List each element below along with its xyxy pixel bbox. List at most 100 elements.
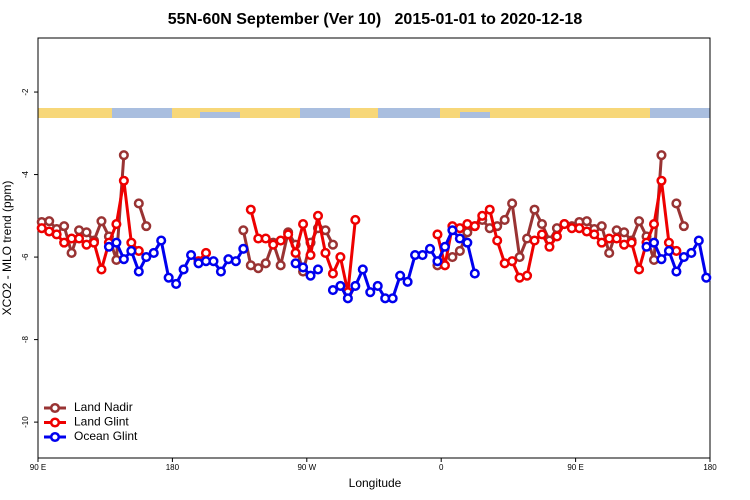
y-tick-label: -4 [21, 170, 30, 178]
y-tick-label: -8 [21, 335, 30, 343]
data-point [462, 237, 473, 248]
data-point [596, 237, 607, 248]
data-point [671, 198, 682, 209]
data-point [290, 258, 301, 269]
data-point [171, 278, 182, 289]
data-point [96, 264, 107, 275]
data-point [492, 235, 503, 246]
data-point [514, 252, 525, 263]
data-point [507, 198, 518, 209]
map-strip [38, 108, 710, 118]
data-point [283, 229, 294, 240]
data-point [59, 237, 70, 248]
data-point [454, 245, 465, 256]
data-point [268, 239, 279, 250]
data-point [133, 198, 144, 209]
data-point [163, 272, 174, 283]
x-axis-label: Longitude [349, 476, 402, 490]
data-point [260, 258, 271, 269]
data-point [275, 260, 286, 271]
data-point [559, 219, 570, 230]
y-axis-label: XCO2 - MLO trend (ppm) [0, 181, 14, 316]
data-point [447, 225, 458, 236]
data-point [663, 245, 674, 256]
data-point [335, 280, 346, 292]
data-point [335, 252, 346, 263]
data-point [656, 150, 667, 161]
data-point [357, 264, 368, 275]
data-point [312, 210, 324, 221]
data-point [81, 227, 92, 238]
data-point [671, 266, 682, 277]
data-point [51, 229, 62, 240]
data-point [178, 264, 189, 275]
data-point [678, 252, 689, 263]
data-point [96, 216, 107, 227]
legend-marker [49, 417, 61, 428]
data-point [200, 247, 212, 259]
legend-label: Land Nadir [74, 400, 133, 414]
data-point [126, 245, 137, 256]
legend-label: Land Glint [74, 415, 129, 429]
data-point [260, 233, 271, 244]
data-point [59, 221, 70, 232]
data-point [536, 229, 548, 240]
data-point [663, 237, 674, 248]
data-point [350, 214, 361, 225]
data-point [395, 270, 406, 281]
data-point [126, 237, 137, 248]
data-point [141, 221, 152, 232]
data-point [656, 175, 667, 186]
data-point [298, 219, 309, 230]
legend-marker [49, 402, 61, 414]
data-point [551, 231, 562, 242]
data-point [536, 219, 548, 230]
data-point [477, 210, 488, 221]
data-point [118, 150, 129, 161]
data-point [581, 216, 592, 227]
data-point [327, 268, 338, 279]
data-point [253, 263, 264, 274]
data-point [589, 229, 600, 240]
data-point [522, 270, 533, 281]
data-point [141, 252, 152, 263]
data-point [215, 266, 226, 277]
data-point [148, 247, 159, 259]
data-point [678, 221, 689, 232]
data-point [118, 175, 129, 186]
data-point [238, 225, 249, 236]
data-point [507, 256, 518, 267]
data-point [74, 233, 85, 244]
data-point [245, 204, 256, 215]
data-point [484, 204, 495, 215]
data-point [186, 249, 197, 261]
data-point [432, 229, 443, 240]
legend-label: Ocean Glint [74, 429, 138, 443]
data-point [298, 262, 309, 273]
data-point [372, 280, 383, 292]
data-point [342, 293, 353, 304]
plot-frame [37, 37, 711, 459]
data-point [611, 233, 622, 244]
data-point [365, 287, 376, 298]
data-point [417, 249, 428, 261]
series [36, 175, 682, 298]
data-point [432, 256, 443, 267]
data-point [634, 264, 645, 275]
data-point [275, 235, 286, 246]
data-point [387, 293, 398, 304]
data-point [133, 266, 144, 277]
data-point [424, 243, 436, 254]
data-point [454, 233, 465, 244]
data-point [529, 204, 540, 215]
data-point [701, 272, 712, 283]
y-tick-label: -10 [21, 416, 30, 428]
data-point [88, 237, 100, 248]
data-point [350, 280, 361, 292]
series [36, 150, 689, 277]
data-point [648, 237, 660, 248]
data-point [648, 219, 660, 230]
y-tick-label: -6 [21, 253, 30, 261]
data-point [596, 221, 607, 232]
